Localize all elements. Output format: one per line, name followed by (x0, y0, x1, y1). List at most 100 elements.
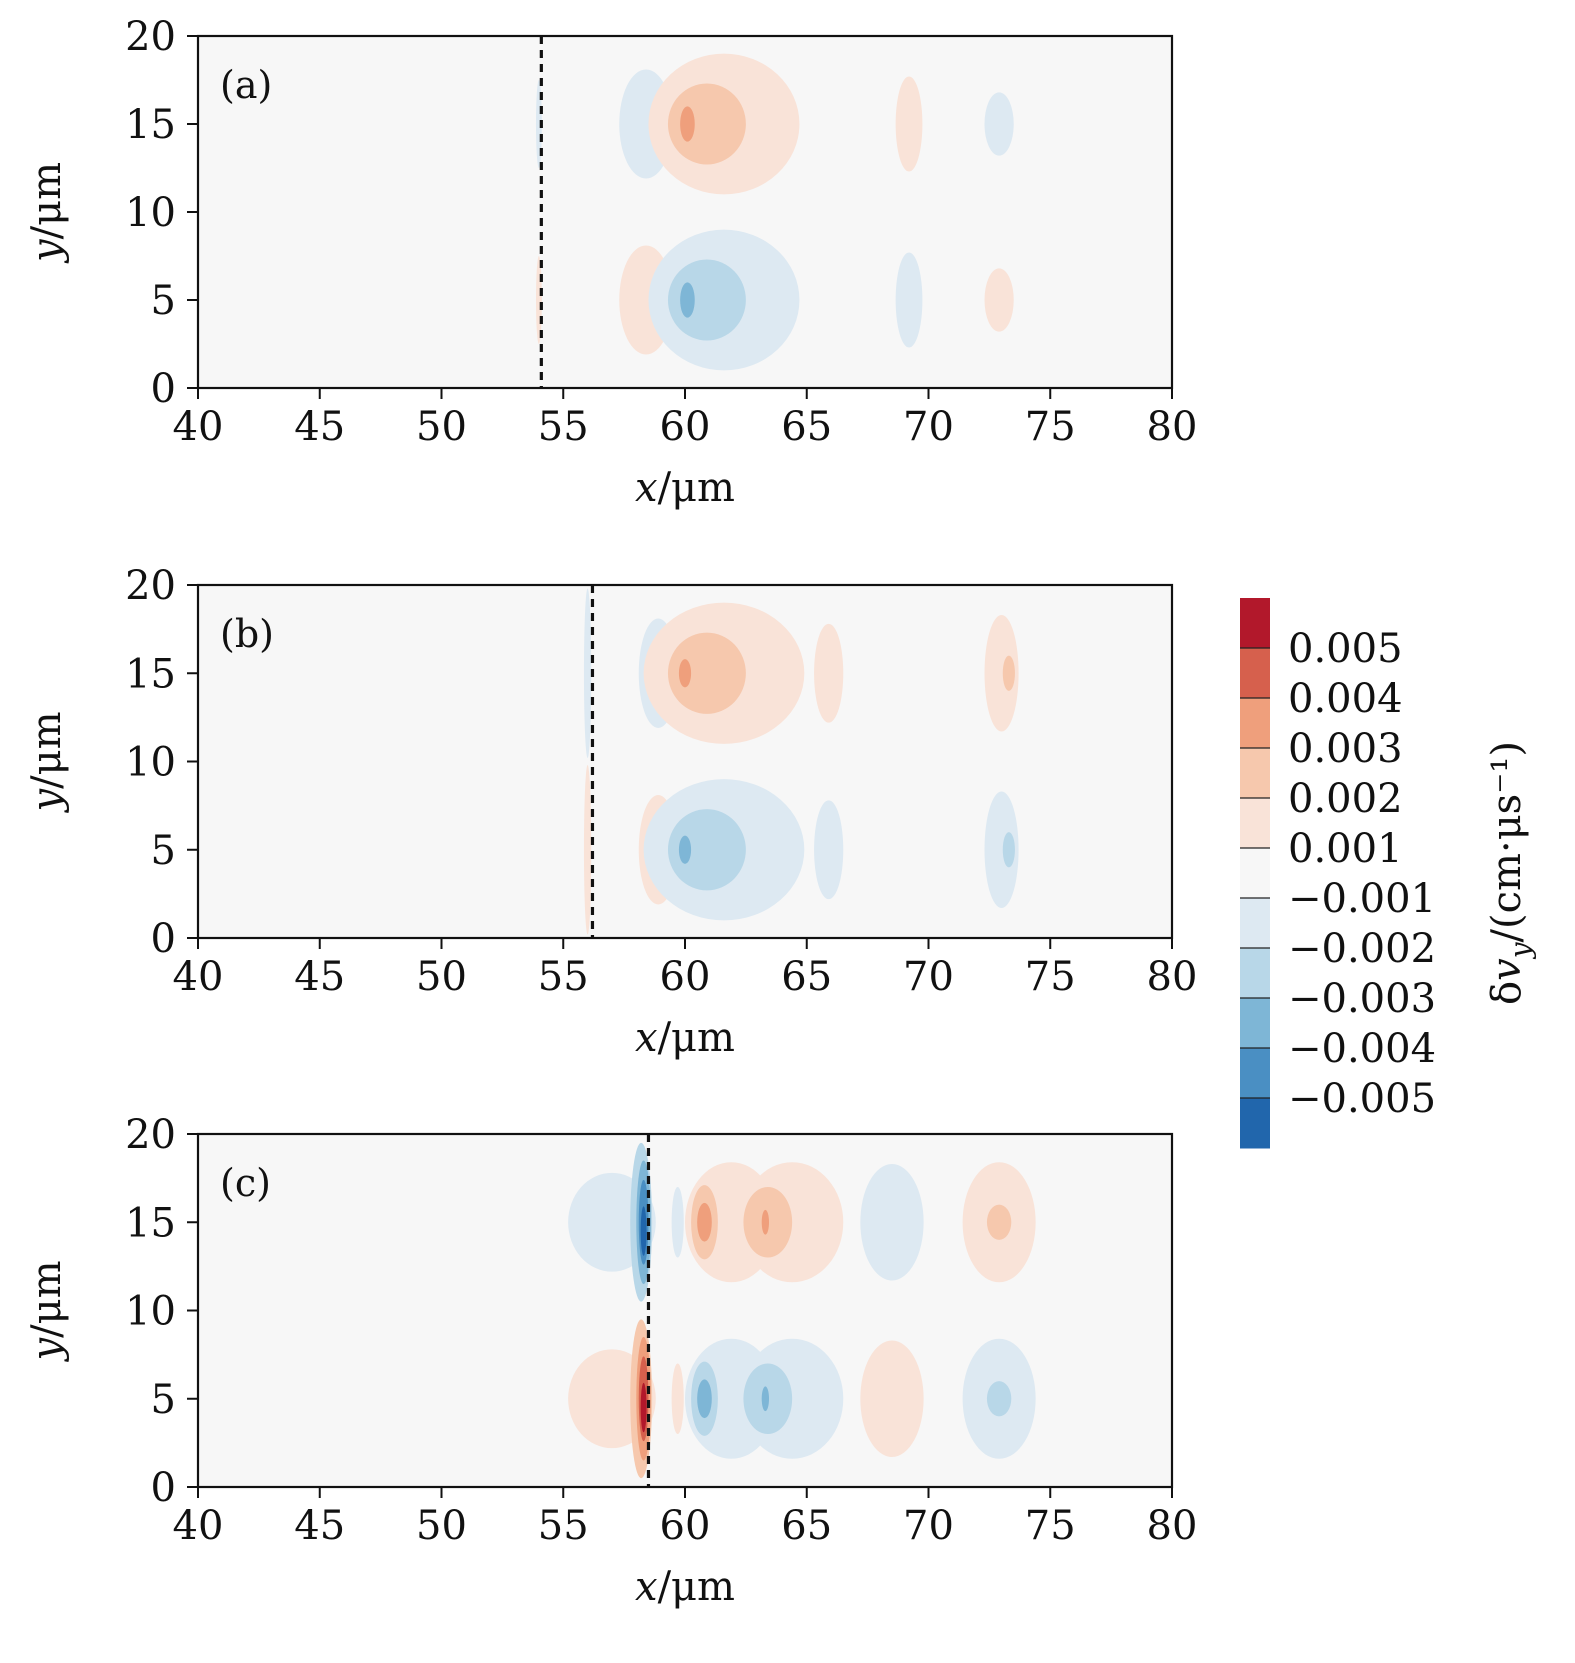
y-tick-label: 5 (151, 1377, 176, 1423)
y-tick-label: 20 (125, 14, 176, 60)
y-tick-label: 0 (151, 1465, 176, 1511)
contour-region (697, 1202, 712, 1242)
contour-region (640, 1206, 647, 1256)
x-axis-label: x/μm (635, 465, 735, 511)
x-tick-label: 70 (903, 954, 954, 1000)
colorbar-segment (1240, 898, 1270, 949)
colorbar-tick-label: −0.005 (1288, 1076, 1436, 1122)
contour-region (984, 92, 1014, 156)
x-tick-label: 70 (903, 1503, 954, 1549)
contour-region (678, 835, 692, 864)
x-tick-label: 80 (1147, 954, 1198, 1000)
x-tick-label: 65 (781, 404, 832, 450)
contour-regions (568, 1142, 1036, 1479)
x-tick-label: 60 (660, 404, 711, 450)
y-tick-label: 20 (125, 1112, 176, 1158)
contour-region (680, 106, 695, 142)
colorbar-tick-label: −0.002 (1288, 926, 1436, 972)
contour-region (860, 1340, 924, 1457)
contour-region (680, 282, 695, 318)
x-tick-label: 50 (416, 954, 467, 1000)
x-tick-label: 75 (1025, 1503, 1076, 1549)
y-tick-label: 5 (151, 278, 176, 324)
colorbar-title: δvy/(cm·μs⁻¹) (1484, 741, 1537, 1005)
y-tick-label: 10 (125, 740, 176, 786)
contour-region (860, 1164, 924, 1281)
x-tick-label: 40 (173, 1503, 224, 1549)
panel-label: (b) (220, 612, 274, 656)
panel-label: (c) (220, 1161, 271, 1205)
contour-region (1002, 655, 1015, 691)
colorbar-segment (1240, 698, 1270, 749)
contour-region (761, 1386, 770, 1412)
y-tick-label: 0 (151, 366, 176, 412)
contour-region (667, 259, 746, 341)
colorbar-tick-label: 0.003 (1288, 726, 1403, 772)
y-tick-label: 15 (125, 102, 176, 148)
colorbar-segment (1240, 948, 1270, 999)
colorbar-segment (1240, 998, 1270, 1049)
y-tick-label: 15 (125, 651, 176, 697)
x-tick-label: 45 (294, 1503, 345, 1549)
x-tick-label: 60 (660, 1503, 711, 1549)
x-tick-label: 80 (1147, 1503, 1198, 1549)
x-tick-label: 40 (173, 404, 224, 450)
contour-region (671, 1186, 684, 1258)
contour-regions (535, 53, 1014, 371)
panel-label: (a) (220, 63, 272, 107)
x-tick-label: 65 (781, 1503, 832, 1549)
contour-region (667, 809, 746, 891)
contour-region (697, 1379, 712, 1419)
x-tick-label: 75 (1025, 404, 1076, 450)
colorbar-segment (1240, 598, 1270, 649)
y-tick-label: 5 (151, 828, 176, 874)
contour-region (640, 1382, 647, 1433)
contour-region (583, 765, 592, 935)
contour-region (986, 1381, 1012, 1417)
x-axis-label: x/μm (635, 1015, 735, 1061)
x-tick-label: 65 (781, 954, 832, 1000)
x-tick-label: 45 (294, 954, 345, 1000)
contour-region (986, 1204, 1012, 1240)
x-tick-label: 40 (173, 954, 224, 1000)
colorbar-segment (1240, 1098, 1270, 1149)
contour-region (895, 76, 923, 172)
x-tick-label: 50 (416, 404, 467, 450)
x-tick-label: 80 (1147, 404, 1198, 450)
x-tick-label: 50 (416, 1503, 467, 1549)
colorbar-tick-label: −0.001 (1288, 876, 1436, 922)
y-tick-label: 20 (125, 563, 176, 609)
colorbar-tick-label: −0.004 (1288, 1026, 1436, 1072)
contour-region (1002, 832, 1015, 868)
contour-region (583, 588, 592, 758)
colorbar-segment (1240, 748, 1270, 799)
x-tick-label: 60 (660, 954, 711, 1000)
contour-region (671, 1363, 684, 1435)
colorbar-tick-label: 0.001 (1288, 826, 1403, 872)
contour-region (895, 252, 923, 348)
x-tick-label: 55 (538, 1503, 589, 1549)
x-tick-label: 55 (538, 954, 589, 1000)
contour-region (814, 800, 844, 900)
y-tick-label: 10 (125, 190, 176, 236)
colorbar-segment (1240, 648, 1270, 699)
panel-c: 40 45 50 55 60 65 70 75 80 0 5 10 15 20 (c) x/μm y/μm (24, 1112, 1197, 1610)
colorbar-segment (1240, 798, 1270, 849)
colorbar-tick-label: 0.005 (1288, 626, 1403, 672)
contour-region (984, 268, 1014, 332)
contour-region (535, 80, 542, 168)
x-tick-label: 70 (903, 404, 954, 450)
contour-regions (583, 588, 1019, 935)
y-axis-label: y/μm (24, 711, 70, 813)
contour-region (984, 615, 1019, 732)
y-axis-label: y/μm (24, 1260, 70, 1362)
x-tick-label: 75 (1025, 954, 1076, 1000)
contour-region (667, 632, 746, 714)
contour-region (667, 83, 746, 165)
colorbar-tick-label: 0.002 (1288, 776, 1403, 822)
panel-b: 40 45 50 55 60 65 70 75 80 0 5 10 15 20 (b) x/μm y/μm (24, 563, 1197, 1061)
y-tick-label: 0 (151, 916, 176, 962)
panel-a: 40 45 50 55 60 65 70 75 80 0 5 10 15 20 (a) x/μm y/μm (24, 14, 1197, 511)
